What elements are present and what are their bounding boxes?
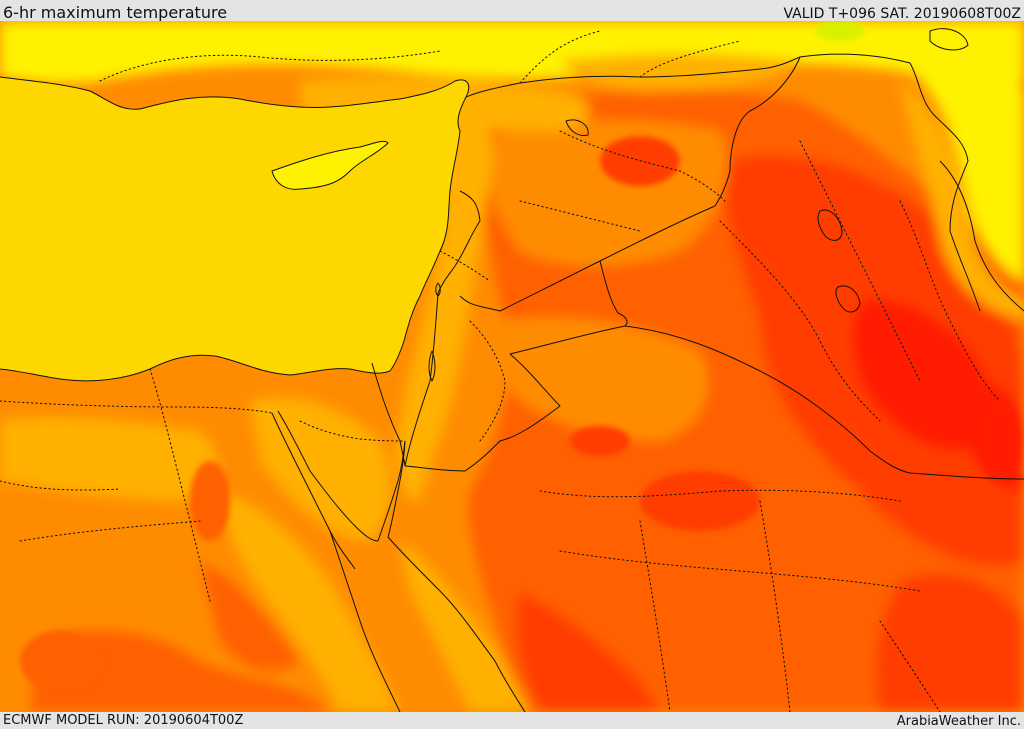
extreme-zone-iraq xyxy=(852,299,991,451)
hot-patch-egypt-west xyxy=(20,631,100,691)
province-borders xyxy=(0,30,1001,712)
dead-sea xyxy=(428,350,436,382)
lake-assad xyxy=(565,119,589,136)
border-lebanon-syria xyxy=(454,190,481,267)
very-hot-patch-jordan xyxy=(570,426,630,456)
province-line-saudi-2 xyxy=(559,550,921,592)
mild-zone-redsea-coast xyxy=(220,491,400,712)
very-hot-zone-hejaz xyxy=(516,591,660,712)
province-line-iraq-3 xyxy=(899,200,1001,402)
persian-gulf-coast xyxy=(939,160,1024,312)
province-line-saudi-4 xyxy=(759,500,791,712)
credit-label: ArabiaWeather Inc. xyxy=(896,714,1021,729)
hot-patch-sinai xyxy=(190,461,230,541)
lake-razazah xyxy=(835,285,861,313)
province-line-jordan-1 xyxy=(469,320,506,442)
temperature-map xyxy=(0,21,1024,712)
border-israel-jordan xyxy=(404,292,439,467)
mild-zone-levant xyxy=(396,81,493,501)
very-hot-patch-saudi-north xyxy=(640,471,760,531)
hot-zone-sinai-south xyxy=(200,561,300,672)
lake-van xyxy=(929,28,969,51)
province-line-egypt-2 xyxy=(149,368,211,602)
map-title: 6-hr maximum temperature xyxy=(3,3,228,22)
model-run-label: ECMWF MODEL RUN: 20190604T00Z xyxy=(3,713,244,728)
gulf-of-suez-east xyxy=(277,410,379,542)
turkey-coast xyxy=(0,76,470,110)
province-line-iraq-1 xyxy=(799,140,921,382)
border-syria-jordan xyxy=(459,205,716,312)
footer-bar xyxy=(0,712,1024,729)
hot-zone-egypt xyxy=(30,630,330,712)
mild-zone-nile xyxy=(0,416,219,501)
province-line-turkey-2 xyxy=(519,30,601,84)
border-iraq-iran xyxy=(799,53,981,312)
province-line-syria-2 xyxy=(519,200,641,232)
mediterranean-sea xyxy=(0,77,469,381)
province-line-egypt-1 xyxy=(0,400,273,414)
red-sea-east-coast xyxy=(387,536,526,712)
cyprus-coast xyxy=(271,140,389,190)
province-line-egypt-3 xyxy=(19,520,201,542)
green-patch-north xyxy=(815,21,865,41)
province-line-saudi-1 xyxy=(539,489,901,502)
cool-zone-anatolia xyxy=(0,21,1024,86)
border-jordan-iraq xyxy=(599,260,628,327)
warm-zone-jordan xyxy=(500,317,708,441)
border-iraq-saudi xyxy=(624,325,1024,480)
cool-zone-zagros xyxy=(920,41,1024,281)
cyprus-island xyxy=(272,141,388,190)
border-jordan-saudi xyxy=(404,325,626,472)
province-line-egypt-4 xyxy=(0,480,121,491)
gulf-of-suez-west xyxy=(271,412,356,570)
province-line-saudi-5 xyxy=(879,620,941,712)
valid-time: VALID T+096 SAT. 20190608T00Z xyxy=(783,6,1021,22)
province-line-turkey-1 xyxy=(99,50,441,82)
very-hot-zone-gulf xyxy=(876,573,1024,712)
red-sea-west-coast xyxy=(329,530,401,712)
map-canvas xyxy=(0,21,1024,712)
border-syria-iraq xyxy=(714,56,801,207)
extreme-patch-basra xyxy=(980,401,1020,481)
header-bar: 6-hr maximum temperature VALID T+096 SAT… xyxy=(0,0,1024,22)
egypt-coast xyxy=(0,354,391,382)
province-line-turkey-3 xyxy=(639,40,741,78)
temperature-shading xyxy=(0,21,1024,712)
coastlines xyxy=(0,28,1024,712)
border-israel-egypt xyxy=(371,362,406,467)
lake-tharthar xyxy=(817,209,843,241)
province-line-saudi-3 xyxy=(639,520,671,712)
province-line-sinai xyxy=(299,420,406,442)
mild-zone-sinai xyxy=(250,397,391,541)
province-line-levant xyxy=(439,250,491,282)
mild-zone-zagros-foot xyxy=(900,81,1024,321)
mild-zone-anatolia-south xyxy=(560,53,800,91)
temperature-detail xyxy=(20,21,1020,691)
province-line-syria-1 xyxy=(559,130,726,202)
border-israel-syria xyxy=(437,265,456,294)
